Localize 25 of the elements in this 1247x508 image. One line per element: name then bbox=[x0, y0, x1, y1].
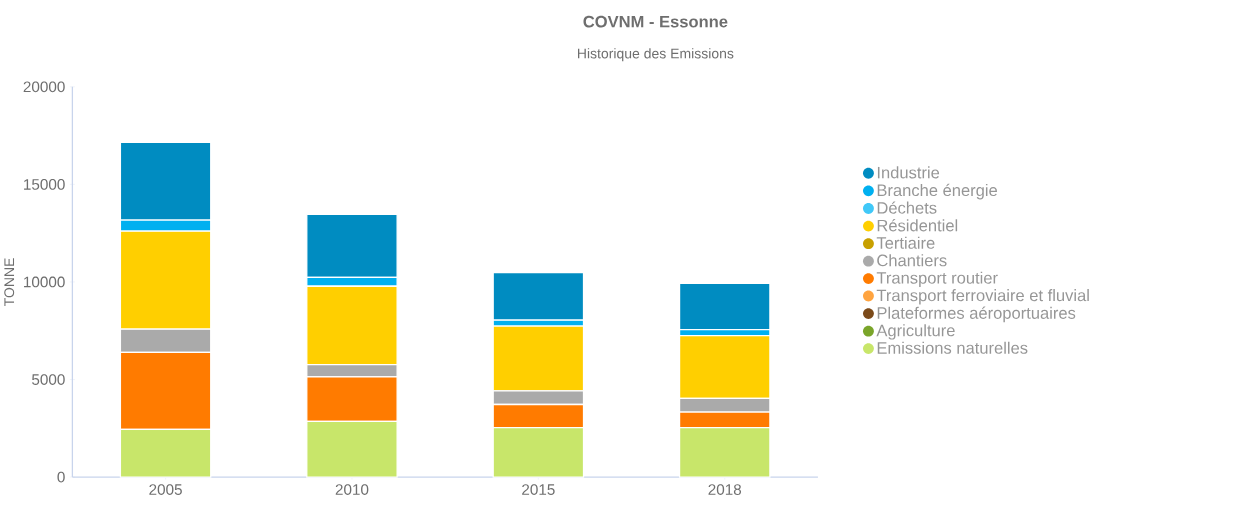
legend-label: Chantiers bbox=[877, 254, 947, 267]
legend-label: Emissions naturelles bbox=[877, 341, 1028, 354]
legend-label: Déchets bbox=[877, 201, 937, 214]
y-axis-title: TONNE bbox=[4, 258, 15, 307]
x-tick-label: 2015 bbox=[522, 484, 555, 496]
y-tick-label: 15000 bbox=[24, 179, 65, 190]
x-tick-label: 2010 bbox=[335, 484, 369, 496]
y-tick-label: 20000 bbox=[23, 81, 65, 93]
x-tick-label: 2018 bbox=[708, 484, 742, 496]
legend-label: Résidentiel bbox=[877, 219, 958, 232]
x-tick-label: 2005 bbox=[149, 484, 182, 496]
legend-label: Industrie bbox=[877, 166, 940, 179]
y-tick-label: 10000 bbox=[24, 276, 65, 288]
chart-subtitle: Historique des Emissions bbox=[578, 48, 734, 62]
bar bbox=[492, 272, 585, 322]
legend-label: Branche énergie bbox=[877, 183, 997, 200]
legend-label: Tertiaire bbox=[876, 236, 935, 250]
y-tick-label: 0 bbox=[57, 471, 65, 483]
legend-label: Transport routier bbox=[876, 271, 998, 288]
bar bbox=[678, 282, 771, 331]
legend-label: Agriculture bbox=[876, 324, 955, 340]
y-tick-label: 5000 bbox=[32, 374, 65, 386]
chart-title: COVNM - Essonne bbox=[583, 15, 728, 28]
legend-label: Plateformes aéroportuaires bbox=[877, 306, 1076, 323]
legend-label: Transport ferroviaire et fluvial bbox=[876, 289, 1089, 305]
